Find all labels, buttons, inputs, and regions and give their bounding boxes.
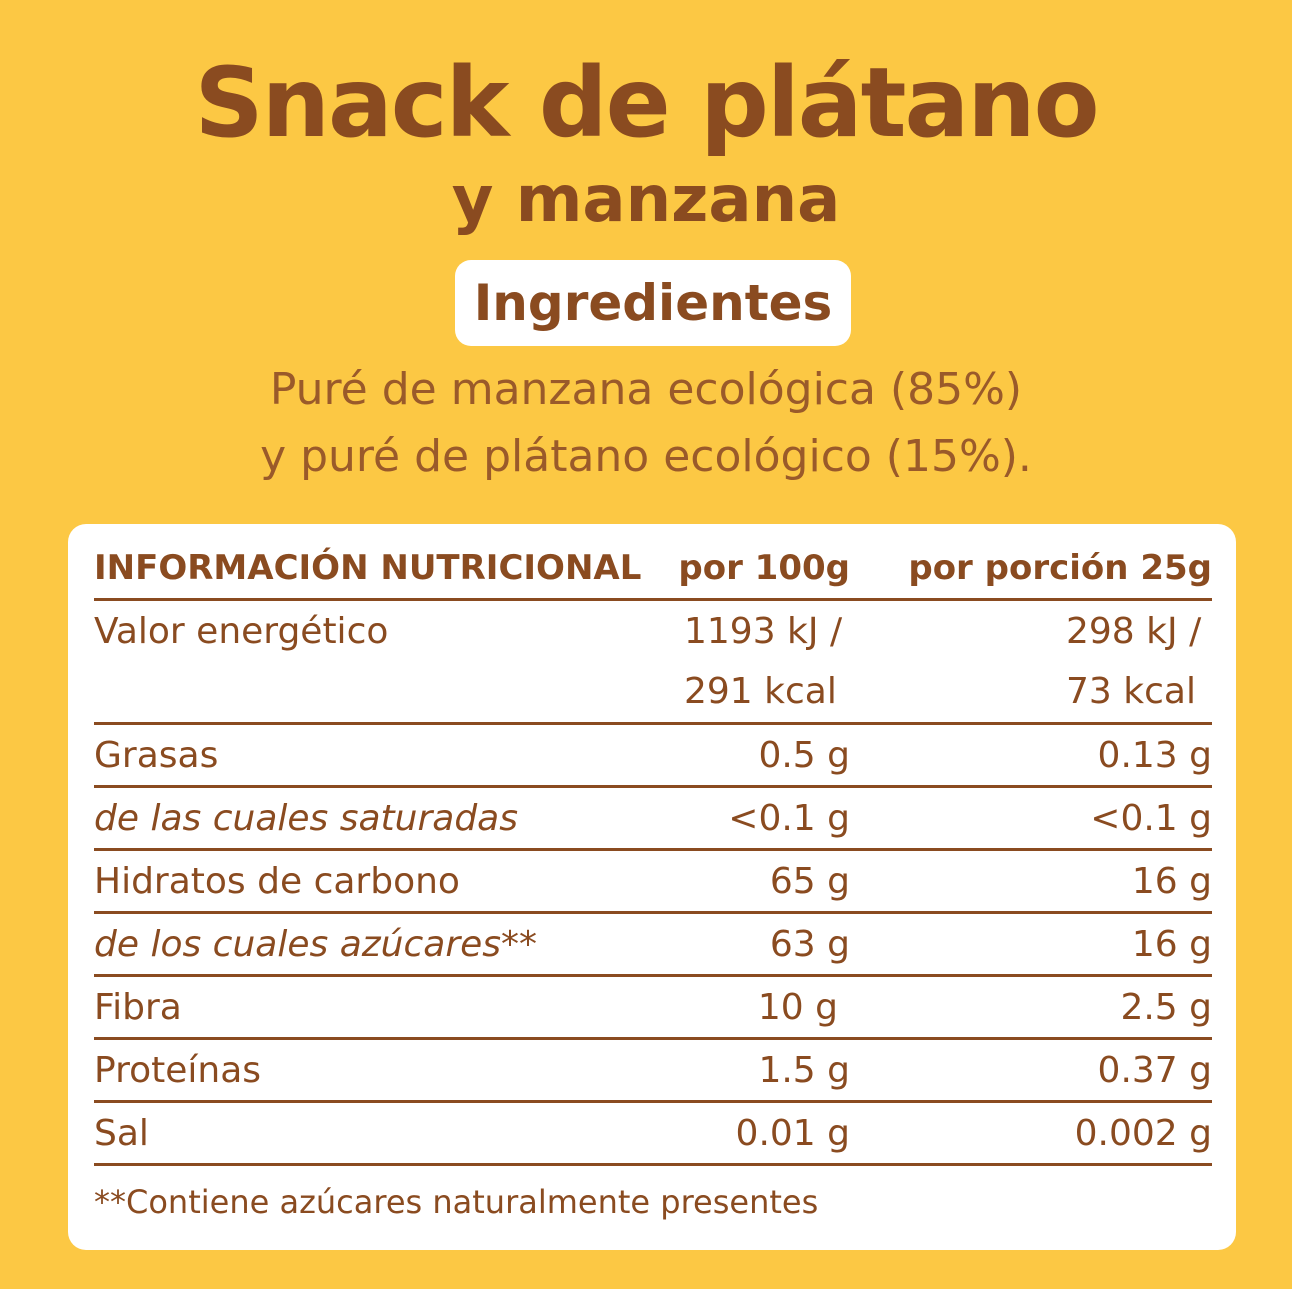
row-label: de los cuales azúcares**	[94, 924, 538, 965]
energy-per100-kcal: 291 kcal	[684, 671, 837, 712]
row-label: Sal	[94, 1113, 149, 1154]
row-per100: 1.5 g	[758, 1050, 850, 1091]
row-per-portion: 0.13 g	[1097, 735, 1212, 776]
product-title: Snack de plátano	[194, 47, 1099, 159]
energy-portion-kcal: 73 kcal	[1066, 671, 1196, 712]
ingredients-heading: Ingredientes	[455, 260, 851, 346]
table-divider	[94, 1100, 1212, 1103]
row-label: de las cuales saturadas	[94, 798, 519, 839]
row-per-portion: 0.37 g	[1097, 1050, 1212, 1091]
row-per100: <0.1 g	[728, 798, 850, 839]
row-per-portion: 16 g	[1131, 861, 1212, 902]
footnote: **Contiene azúcares naturalmente present…	[94, 1183, 819, 1221]
nutrition-header-label: INFORMACIÓN NUTRICIONAL	[94, 548, 642, 588]
row-label: Hidratos de carbono	[94, 861, 460, 902]
energy-per100-kj: 1193 kJ /	[684, 611, 843, 652]
row-label: Fibra	[94, 987, 182, 1028]
table-divider	[94, 974, 1212, 977]
row-per-portion: 16 g	[1131, 924, 1212, 965]
row-per-portion: 2.5 g	[1120, 987, 1212, 1028]
table-divider	[94, 598, 1212, 601]
nutrition-header-per100: por 100g	[678, 548, 850, 588]
energy-portion-kj: 298 kJ /	[1066, 611, 1202, 652]
row-per100: 0.01 g	[735, 1113, 850, 1154]
row-label: Grasas	[94, 735, 219, 776]
nutrition-header-per-portion: por porción 25g	[908, 548, 1212, 588]
nutrition-table: INFORMACIÓN NUTRICIONAL por 100g por por…	[68, 524, 1236, 1250]
product-subtitle: y manzana	[451, 163, 841, 237]
ingredients-text-line1: Puré de manzana ecológica (85%)	[269, 364, 1023, 415]
row-label: Valor energético	[94, 611, 389, 652]
row-per100: 0.5 g	[758, 735, 850, 776]
row-per-portion: 0.002 g	[1074, 1113, 1212, 1154]
table-divider	[94, 1163, 1212, 1166]
table-divider	[94, 911, 1212, 914]
row-per100: 65 g	[769, 861, 850, 902]
table-divider	[94, 722, 1212, 725]
table-divider	[94, 848, 1212, 851]
table-divider	[94, 785, 1212, 788]
row-per100: 10 g	[757, 987, 838, 1028]
ingredients-text-line2: y puré de plátano ecológico (15%).	[260, 431, 1032, 482]
row-per-portion: <0.1 g	[1090, 798, 1212, 839]
row-label: Proteínas	[94, 1050, 262, 1091]
table-divider	[94, 1037, 1212, 1040]
row-per100: 63 g	[769, 924, 850, 965]
